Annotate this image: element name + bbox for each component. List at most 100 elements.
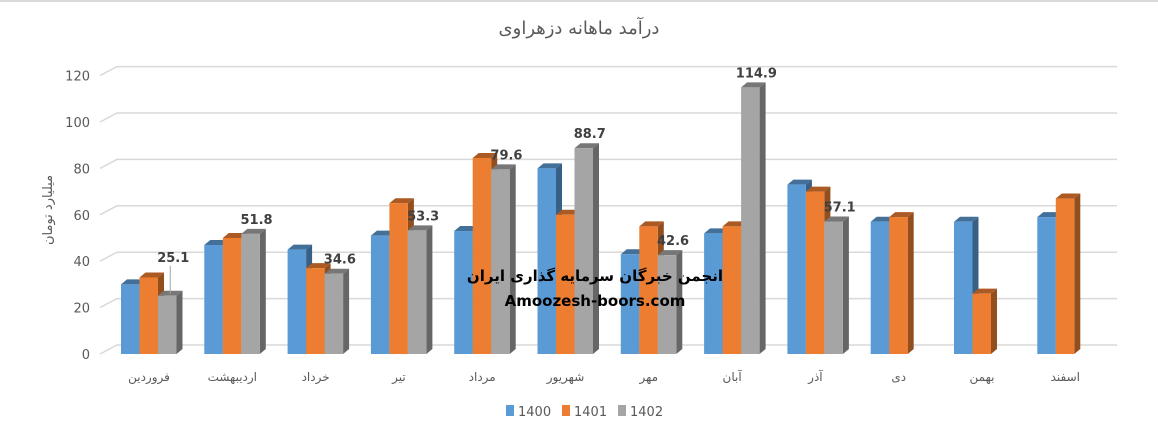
y-axis-label: میلیارد تومان — [41, 175, 56, 245]
x-tick-label: مرداد — [469, 370, 496, 385]
bar-1401 — [889, 212, 914, 354]
bar-top — [537, 163, 562, 169]
data-label: 57.1 — [824, 201, 856, 216]
legend-label: 1400 — [518, 405, 551, 420]
bar-side — [343, 268, 350, 354]
x-tick-label: اسفند — [1051, 370, 1080, 384]
bar-1401 — [1055, 193, 1081, 354]
bar-front — [1055, 198, 1075, 354]
legend: 1400 1401 1402 — [506, 405, 663, 420]
bar-side — [842, 216, 849, 354]
gridline — [99, 297, 1117, 309]
bar-1402 — [158, 290, 183, 354]
bar-front — [472, 157, 492, 354]
bar-top — [657, 250, 683, 256]
legend-item-1400: 1400 — [506, 405, 551, 420]
bar-1402 — [824, 216, 849, 354]
data-label: 88.7 — [574, 127, 606, 142]
bar-1402 — [241, 228, 266, 354]
bar-top — [287, 244, 313, 250]
data-label: 51.8 — [241, 213, 273, 228]
y-tick-label: 120 — [65, 70, 90, 85]
bar-top — [824, 216, 849, 222]
bar-front — [121, 284, 140, 354]
bar-side — [991, 288, 997, 354]
legend-label: 1401 — [574, 405, 607, 420]
bar-front — [954, 221, 973, 354]
data-label: 79.6 — [490, 148, 522, 163]
x-tick-label: بهمن — [970, 370, 995, 385]
bar-front — [741, 87, 760, 354]
bar-side — [259, 228, 266, 354]
watermark-line2: Amoozesh-boors.com — [505, 292, 686, 310]
bar-front — [972, 293, 991, 354]
bar-top — [954, 216, 979, 222]
bar-top — [870, 216, 896, 222]
bar-1401 — [972, 288, 997, 354]
bar-top — [620, 249, 646, 255]
bar-top — [222, 233, 248, 238]
bar-1402 — [491, 164, 516, 354]
bar-top — [241, 228, 266, 234]
bar-side — [1074, 193, 1081, 354]
bar-front — [158, 295, 177, 354]
bar-front — [722, 226, 742, 354]
y-tick-label: 20 — [73, 302, 90, 317]
bar-front — [889, 217, 908, 354]
bar-side — [593, 143, 599, 354]
gridline — [99, 158, 1117, 170]
chart-title: درآمد ماهانه دزهراوی — [499, 16, 660, 39]
bar-1402 — [324, 268, 350, 354]
bar-front — [657, 255, 677, 354]
bar-front — [324, 273, 344, 354]
bar-side — [509, 164, 516, 354]
bar-front — [139, 277, 158, 354]
legend-label: 1402 — [630, 405, 663, 420]
bar-top — [454, 226, 479, 232]
bar-top — [306, 263, 331, 269]
x-tick-label: شهریور — [546, 370, 585, 385]
bar-front — [407, 230, 427, 354]
x-tick-label: آذر — [807, 369, 823, 385]
gridline — [99, 65, 1117, 77]
gridline — [99, 344, 1117, 355]
x-tick-label: دی — [891, 370, 906, 384]
bar-front — [574, 148, 593, 354]
y-tick-label: 40 — [73, 255, 90, 270]
bar-top — [491, 164, 516, 170]
bar-top — [787, 179, 812, 185]
bar-top — [139, 272, 164, 278]
data-label: 53.3 — [407, 209, 439, 224]
bar-front — [787, 184, 806, 354]
data-label: 114.9 — [736, 66, 777, 81]
bar-front — [454, 231, 473, 354]
y-axis-ticks: 0 20 40 60 80 100 120 — [65, 70, 90, 363]
gridline — [99, 112, 1117, 123]
bar-top — [389, 198, 414, 204]
bar-front — [824, 221, 843, 354]
gridline — [99, 251, 1117, 262]
y-tick-label: 0 — [82, 348, 90, 363]
x-tick-label: مهر — [639, 370, 659, 385]
bar-side — [759, 82, 766, 354]
bar-top — [722, 221, 748, 227]
bar-top — [121, 279, 146, 285]
gridline — [99, 205, 1117, 216]
bar-front — [620, 254, 640, 354]
bar-front — [241, 233, 260, 354]
x-tick-label: آبان — [723, 369, 743, 384]
bar-top — [556, 209, 581, 215]
y-tick-label: 100 — [65, 116, 90, 131]
x-tick-label: فروردین — [128, 370, 170, 385]
bar-top — [472, 152, 498, 158]
bar-side — [676, 250, 683, 354]
bar-1402 — [407, 225, 433, 354]
bar-front — [870, 221, 890, 354]
bar-top — [407, 225, 433, 231]
data-label: 42.6 — [657, 234, 689, 249]
legend-item-1401: 1401 — [562, 405, 607, 420]
data-labels: 25.1 51.8 34.6 53.3 79.6 88.7 42.6 114.9 57.1 — [157, 66, 856, 294]
bar-front — [204, 244, 223, 354]
bar-top — [889, 212, 914, 218]
